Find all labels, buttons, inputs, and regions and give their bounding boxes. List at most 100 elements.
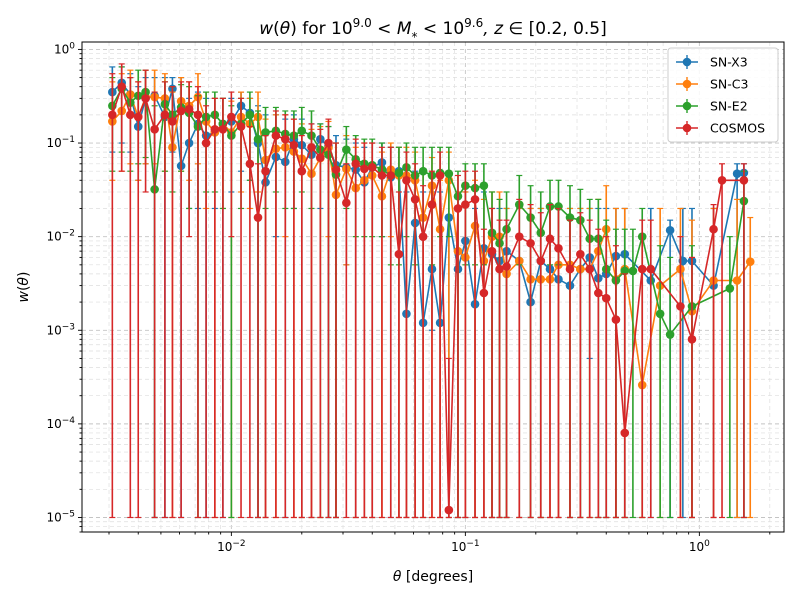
data-point (536, 256, 546, 266)
data-point (160, 110, 170, 120)
data-point (168, 117, 177, 126)
data-point (108, 110, 117, 120)
data-point (461, 200, 470, 209)
y-tick-label: 10−5 (46, 509, 75, 524)
data-point (427, 200, 437, 209)
data-point (410, 195, 420, 204)
data-point (479, 288, 489, 298)
data-point (126, 110, 135, 120)
data-point (502, 262, 511, 271)
data-point (245, 159, 255, 169)
data-point (470, 195, 480, 204)
data-point (218, 125, 228, 134)
data-point (210, 125, 220, 134)
axes-frame (81, 41, 785, 533)
legend: SN-X3 SN-C3 SN-E2 COSMOS (667, 47, 779, 143)
data-point (601, 293, 611, 303)
data-point (342, 198, 351, 208)
legend-item: SN-X3 (676, 55, 748, 70)
data-point (732, 169, 742, 179)
data-point (479, 181, 489, 191)
data-point (394, 168, 404, 178)
data-point (495, 264, 504, 274)
data-point (487, 246, 497, 256)
legend-label: COSMOS (710, 121, 765, 136)
y-tick-label: 100 (54, 41, 75, 56)
data-point (444, 169, 454, 179)
data-point (717, 175, 727, 185)
series-layer (108, 63, 755, 519)
data-point (297, 126, 307, 136)
data-point (386, 171, 396, 180)
data-point (271, 131, 281, 140)
data-point (655, 309, 665, 319)
data-point (261, 128, 270, 137)
data-point (324, 138, 333, 148)
data-point (576, 249, 585, 259)
data-point (133, 112, 143, 122)
data-point (611, 315, 621, 324)
data-point (637, 264, 647, 274)
data-point (297, 166, 307, 176)
data-point (620, 266, 630, 276)
data-point (394, 249, 404, 259)
data-point (289, 140, 299, 150)
data-point (253, 213, 263, 222)
data-point (377, 171, 387, 180)
data-point (709, 224, 718, 234)
data-point (526, 238, 535, 248)
data-point (545, 234, 555, 244)
data-point (646, 264, 656, 274)
data-point (453, 204, 463, 213)
data-point (418, 232, 428, 241)
data-point (351, 159, 361, 169)
data-point (628, 266, 638, 276)
data-point (367, 163, 377, 172)
data-point (176, 106, 186, 116)
legend-marker (682, 123, 692, 133)
data-point (665, 330, 675, 339)
data-point (227, 112, 236, 122)
data-point (280, 134, 290, 144)
data-point (245, 110, 255, 120)
data-point (585, 264, 595, 274)
y-tick-label: 10−3 (46, 322, 75, 337)
y-tick-label: 10−2 (46, 229, 75, 244)
data-point (565, 264, 575, 274)
data-point (554, 244, 563, 253)
x-tick-label: 10−2 (217, 539, 246, 554)
legend-label: SN-X3 (710, 55, 748, 70)
data-point (253, 134, 263, 144)
ticks-layer: 10−2 10−1 100 10−5 10−4 10−3 10−2 10−1 100 (46, 41, 771, 554)
series-COSMOS (108, 63, 749, 519)
data-point (307, 143, 316, 152)
data-point (141, 94, 150, 103)
data-point (687, 335, 697, 344)
data-point (739, 175, 749, 185)
data-point (418, 166, 428, 176)
legend-item: SN-E2 (676, 99, 748, 114)
data-point (620, 428, 630, 438)
legend-item: COSMOS (676, 121, 765, 136)
data-point (150, 125, 159, 134)
data-point (331, 165, 341, 174)
legend-box (667, 47, 779, 143)
data-point (665, 225, 675, 235)
data-point (184, 104, 194, 114)
data-point (745, 257, 755, 266)
x-tick-label: 10−1 (451, 539, 480, 554)
data-point (444, 505, 454, 515)
legend-item: SN-C3 (676, 77, 748, 92)
data-point (236, 122, 246, 131)
data-point (117, 82, 127, 91)
data-point (435, 171, 445, 180)
legend-label: SN-C3 (710, 77, 748, 92)
data-point (732, 276, 742, 285)
y-axis-label: w(θ) (16, 272, 32, 303)
data-point (725, 284, 735, 293)
data-point (342, 145, 351, 154)
data-point (676, 302, 685, 311)
data-point (594, 288, 603, 298)
x-tick-label: 100 (689, 539, 710, 554)
